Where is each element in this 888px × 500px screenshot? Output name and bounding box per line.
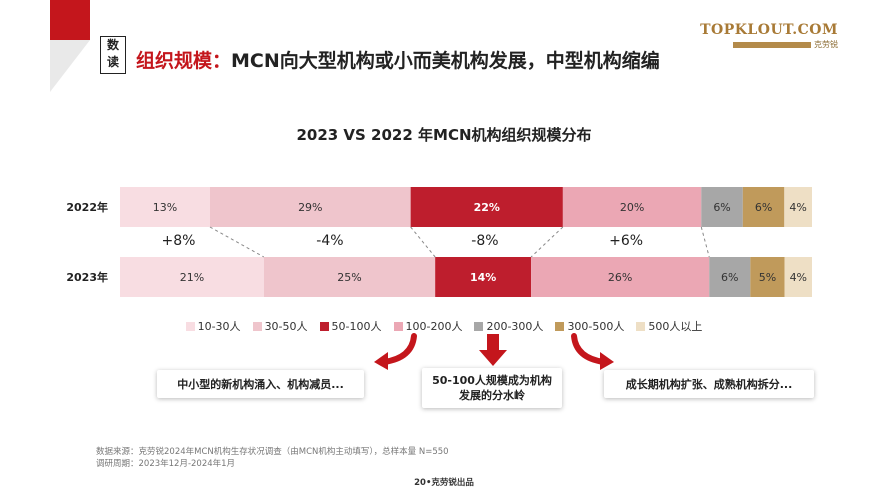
bar-segment bbox=[709, 257, 751, 297]
change-label: +6% bbox=[609, 233, 643, 249]
bar-segment bbox=[701, 187, 743, 227]
chart-legend: 10-30人 30-50人 50-100人 100-200人 200-300人 300-5… bbox=[0, 318, 888, 334]
legend-swatch bbox=[393, 321, 403, 331]
data-label: 20% bbox=[620, 201, 644, 214]
logo-cn-text: 克劳锐 bbox=[814, 40, 838, 49]
data-label: 4% bbox=[789, 201, 806, 214]
change-label: +8% bbox=[161, 233, 195, 249]
callout-line: 发展的分水岭 bbox=[459, 389, 525, 402]
data-label: 5% bbox=[759, 271, 776, 284]
bar-segment bbox=[562, 187, 702, 227]
bar-segment bbox=[784, 187, 812, 227]
legend-item: 30-50人 bbox=[252, 318, 308, 334]
legend-swatch bbox=[555, 321, 565, 331]
legend-swatch bbox=[636, 321, 646, 331]
change-label: -8% bbox=[471, 233, 498, 249]
callout-growth-orgs: 成长期机构扩张、成熟机构拆分... bbox=[604, 370, 814, 398]
connector-line bbox=[410, 226, 436, 258]
data-label: 4% bbox=[790, 271, 807, 284]
legend-label: 30-50人 bbox=[264, 320, 308, 333]
bar-segment bbox=[410, 187, 563, 227]
data-source: 数据来源：克劳锐2024年MCN机构生存状况调查（由MCN机构主动填写），总样本… bbox=[96, 446, 449, 470]
bar-segment bbox=[784, 257, 812, 297]
down-arrow-icon bbox=[479, 334, 507, 366]
legend-label: 10-30人 bbox=[197, 320, 241, 333]
legend-item: 10-30人 bbox=[185, 318, 241, 334]
data-label: 6% bbox=[721, 271, 738, 284]
legend-label: 500人以上 bbox=[648, 320, 703, 333]
connector-line bbox=[700, 226, 710, 258]
logo-text: TOPKLOUT.COM bbox=[700, 22, 838, 38]
badge-char: 读 bbox=[106, 55, 119, 69]
data-label: 6% bbox=[755, 201, 772, 214]
chart-title: 2023 VS 2022 年MCN机构组织规模分布 bbox=[296, 126, 592, 144]
legend-label: 200-300人 bbox=[486, 320, 544, 333]
legend-swatch bbox=[474, 321, 484, 331]
data-label: 21% bbox=[180, 271, 204, 284]
bar-segment bbox=[742, 187, 785, 227]
legend-item: 300-500人 bbox=[555, 318, 624, 334]
survey-period: 调研周期：2023年12月-2024年1月 bbox=[96, 459, 236, 469]
brand-logo: TOPKLOUT.COM 克劳锐 bbox=[700, 22, 838, 50]
curved-arrow-left-icon bbox=[374, 333, 417, 370]
row-label: 2023年 bbox=[66, 270, 108, 284]
data-label: 13% bbox=[153, 201, 177, 214]
page-footer: 20•克劳锐出品 bbox=[414, 478, 474, 488]
data-label: 6% bbox=[713, 201, 730, 214]
connector-line bbox=[530, 226, 564, 258]
legend-item: 200-300人 bbox=[474, 318, 543, 334]
row-label: 2022年 bbox=[66, 200, 108, 214]
callout-small-orgs: 中小型的新机构涌入、机构减员... bbox=[157, 370, 364, 398]
logo-bar bbox=[733, 41, 811, 48]
corner-fold bbox=[50, 40, 90, 92]
logo-sub: 克劳锐 bbox=[700, 39, 838, 50]
bar-segment bbox=[120, 257, 264, 297]
source-line: 数据来源：克劳锐2024年MCN机构生存状况调查（由MCN机构主动填写），总样本… bbox=[96, 447, 449, 457]
bar-segment bbox=[531, 257, 710, 297]
legend-label: 300-500人 bbox=[567, 320, 625, 333]
callout-line: 50-100人规模成为机构 bbox=[432, 374, 552, 387]
legend-item: 50-100人 bbox=[319, 318, 382, 334]
curved-arrow-right-icon bbox=[571, 333, 614, 370]
change-label: -4% bbox=[316, 233, 343, 249]
data-label: 22% bbox=[474, 201, 500, 214]
legend-label: 50-100人 bbox=[331, 320, 382, 333]
legend-swatch bbox=[185, 321, 195, 331]
connector-line bbox=[209, 226, 265, 258]
page-title-topic: 组织规模： bbox=[136, 50, 232, 72]
legend-item: 500人以上 bbox=[636, 318, 702, 334]
corner-accent bbox=[50, 0, 90, 40]
legend-label: 100-200人 bbox=[405, 320, 463, 333]
data-label: 29% bbox=[298, 201, 322, 214]
page-title-text: MCN向大型机构或小而美机构发展，中型机构缩编 bbox=[231, 50, 660, 72]
legend-swatch bbox=[252, 321, 262, 331]
bar-segment bbox=[263, 257, 436, 297]
legend-item: 100-200人 bbox=[393, 318, 463, 334]
stacked-bar-chart: 2022年 13% 29% 22% 20% 6% 6% 4% 2023年 21% 25% 14% 26%… bbox=[66, 187, 812, 297]
data-label: 25% bbox=[337, 271, 361, 284]
bar-segment bbox=[435, 257, 532, 297]
bar-segment bbox=[209, 187, 411, 227]
data-label: 14% bbox=[470, 271, 496, 284]
badge-char: 数 bbox=[106, 38, 119, 52]
section-badge: 数 读 bbox=[100, 36, 126, 74]
bar-segment bbox=[120, 187, 210, 227]
data-label: 26% bbox=[608, 271, 632, 284]
page-title: 组织规模：MCN向大型机构或小而美机构发展，中型机构缩编 bbox=[136, 46, 660, 73]
legend-swatch bbox=[319, 321, 329, 331]
callout-watershed: 50-100人规模成为机构 发展的分水岭 bbox=[422, 368, 562, 408]
bar-segment bbox=[750, 257, 785, 297]
